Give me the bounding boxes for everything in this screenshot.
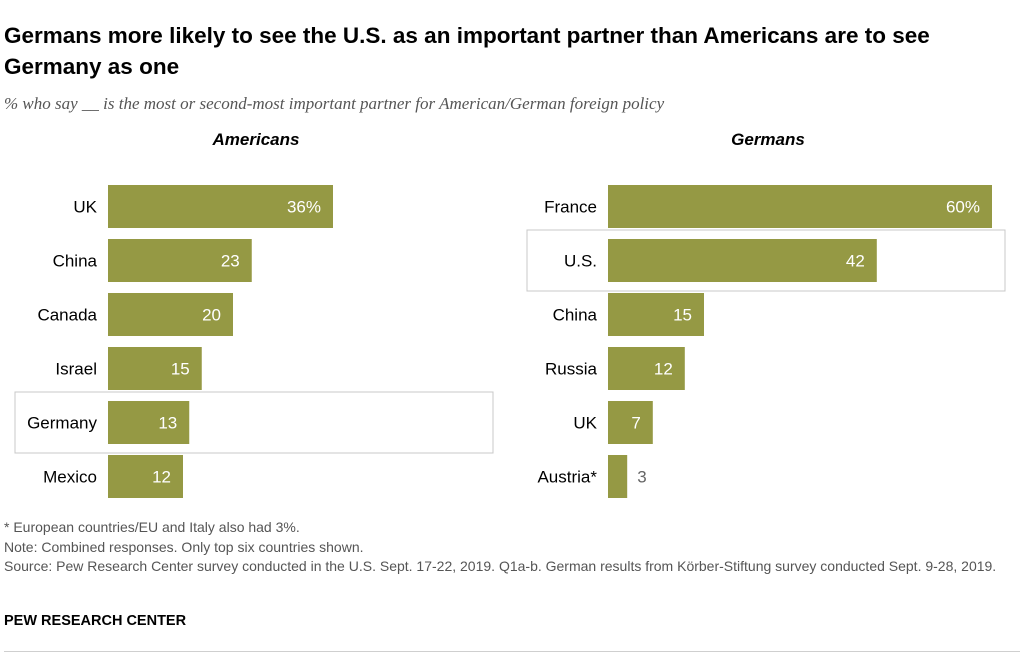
bottom-divider — [4, 651, 1020, 652]
value-label-mexico: 12 — [152, 468, 171, 487]
value-label-china: 23 — [221, 252, 240, 271]
bar-uk — [108, 185, 333, 228]
category-label-canada: Canada — [37, 306, 97, 325]
value-label-uk: 7 — [631, 414, 640, 433]
value-label-u-s: 42 — [846, 252, 865, 271]
bar-germany — [108, 401, 190, 444]
note: Note: Combined responses. Only top six c… — [4, 538, 364, 555]
value-label-germany: 13 — [158, 414, 177, 433]
category-label-mexico: Mexico — [43, 468, 97, 487]
bar-mexico — [108, 455, 183, 498]
value-label-china: 15 — [673, 306, 692, 325]
category-label-russia: Russia — [545, 360, 598, 379]
bar-russia — [608, 347, 685, 390]
value-label-austria: 3 — [637, 468, 646, 487]
category-label-uk: UK — [573, 414, 597, 433]
category-label-austria: Austria* — [537, 468, 597, 487]
category-label-china: China — [53, 252, 98, 271]
source: Source: Pew Research Center survey condu… — [4, 558, 997, 575]
bar-austria — [608, 455, 628, 498]
category-label-u-s: U.S. — [564, 252, 597, 271]
chart-subtitle: % who say __ is the most or second-most … — [4, 94, 665, 113]
bar-uk — [608, 401, 653, 444]
value-label-russia: 12 — [654, 360, 673, 379]
bar-israel — [108, 347, 202, 390]
bar-china — [608, 293, 704, 336]
category-label-france: France — [544, 198, 597, 217]
chart-germans: France 60% U.S. 42 China 15 Russia 12 UK 7 Austria… — [526, 185, 1006, 498]
pew-research-center-logo: PEW RESEARCH CENTER — [4, 613, 187, 629]
panel-title-americans: Americans — [212, 130, 300, 149]
chart-americans: UK 36% China 23 Canada 20 Israel 15 Germany 13 Mex… — [14, 185, 494, 498]
highlight-box-germany — [14, 391, 494, 454]
bar-france — [608, 185, 992, 228]
category-label-china: China — [553, 306, 598, 325]
value-label-uk: 36% — [287, 198, 321, 217]
bar-u-s — [608, 239, 877, 282]
value-label-france: 60% — [946, 198, 980, 217]
notes: * European countries/EU and Italy also h… — [4, 518, 1020, 577]
category-label-israel: Israel — [55, 360, 97, 379]
highlight-box-u-s — [526, 229, 1006, 292]
value-label-canada: 20 — [202, 306, 221, 325]
bar-canada — [108, 293, 233, 336]
category-label-uk: UK — [73, 198, 97, 217]
chart-title: Germans more likely to see the U.S. as a… — [4, 23, 930, 79]
panel-title-germans: Germans — [731, 130, 805, 149]
value-label-israel: 15 — [171, 360, 190, 379]
category-label-germany: Germany — [27, 414, 97, 433]
bar-china — [108, 239, 252, 282]
footnote: * European countries/EU and Italy also h… — [4, 519, 300, 535]
